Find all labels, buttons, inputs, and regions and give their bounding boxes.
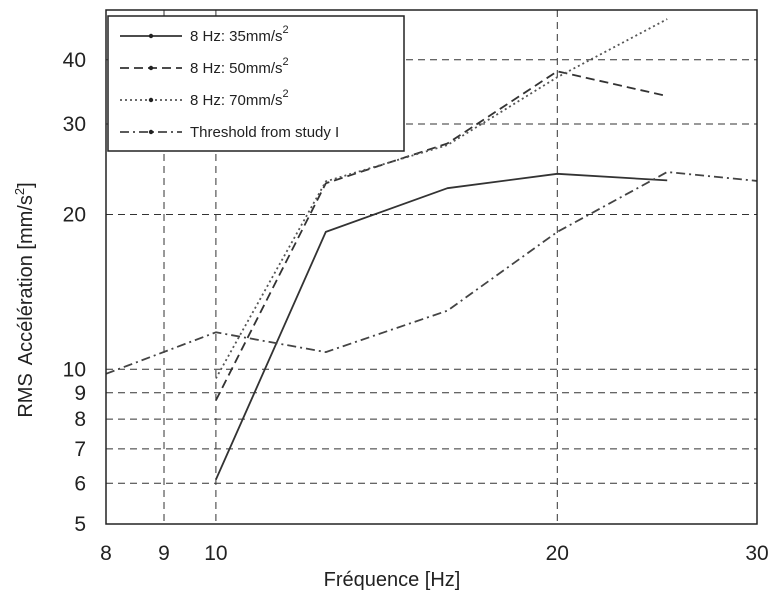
y-tick-label: 7 [74,438,86,461]
y-tick-label: 8 [74,408,86,431]
series-line-1 [215,172,668,480]
series-lines [106,18,757,480]
legend-entry-label: 8 Hz: 70mm/s [190,92,283,109]
grid [106,10,757,524]
y-axis-label-main: Accélération [mm/s [15,195,37,365]
legend-marker [148,97,154,103]
x-axis-label: Fréquence [Hz] [324,569,461,591]
series-line-2 [215,70,668,401]
legend-box [107,15,405,152]
legend-entry-superscript: 2 [283,88,289,100]
y-tick-label: 30 [63,113,86,136]
legend-entry-label: Threshold from study I [190,124,339,141]
x-tick-label: 8 [100,542,112,565]
y-axis-label-sup: 2 [12,188,27,195]
legend-entry-label: 8 Hz: 35mm/s [190,28,283,45]
x-tick-label: 30 [745,542,768,565]
x-tick-label: 20 [546,542,569,565]
legend: 8 Hz: 35mm/s28 Hz: 50mm/s28 Hz: 70mm/s2T… [107,15,405,152]
legend-entry-superscript: 2 [283,56,289,68]
series-line-3 [215,18,668,379]
legend-marker [148,65,154,71]
legend-marker [148,129,154,135]
legend-entry-4: Threshold from study I [190,124,339,141]
y-tick-label: 6 [74,472,86,495]
y-tick-label: 40 [63,49,86,72]
x-tick-label: 10 [204,542,227,565]
plot-frame [105,9,758,525]
y-tick-labels: 5 6 7 8 910 20 30 40 [63,49,86,536]
y-axis-label-end: ] [15,182,37,188]
legend-entry-label: 8 Hz: 50mm/s [190,60,283,77]
x-tick-label: 9 [158,542,170,565]
y-tick-label: 9 [74,382,86,405]
y-tick-label: 20 [63,204,86,227]
legend-entry-superscript: 2 [283,24,289,36]
series-line-4 [106,171,757,375]
y-axis-label: RMS Accélération [mm/s2] [12,182,37,417]
legend-entry-2: 8 Hz: 50mm/s2 [190,56,289,77]
legend-entry-1: 8 Hz: 35mm/s2 [190,24,289,45]
y-axis-label-rms: RMS [15,373,37,417]
y-tick-label: 5 [74,513,86,536]
y-tick-label: 10 [63,358,86,381]
x-tick-labels: 8 9 10 20 30 [100,542,769,565]
legend-entry-3: 8 Hz: 70mm/s2 [190,88,289,109]
legend-marker [148,33,154,39]
